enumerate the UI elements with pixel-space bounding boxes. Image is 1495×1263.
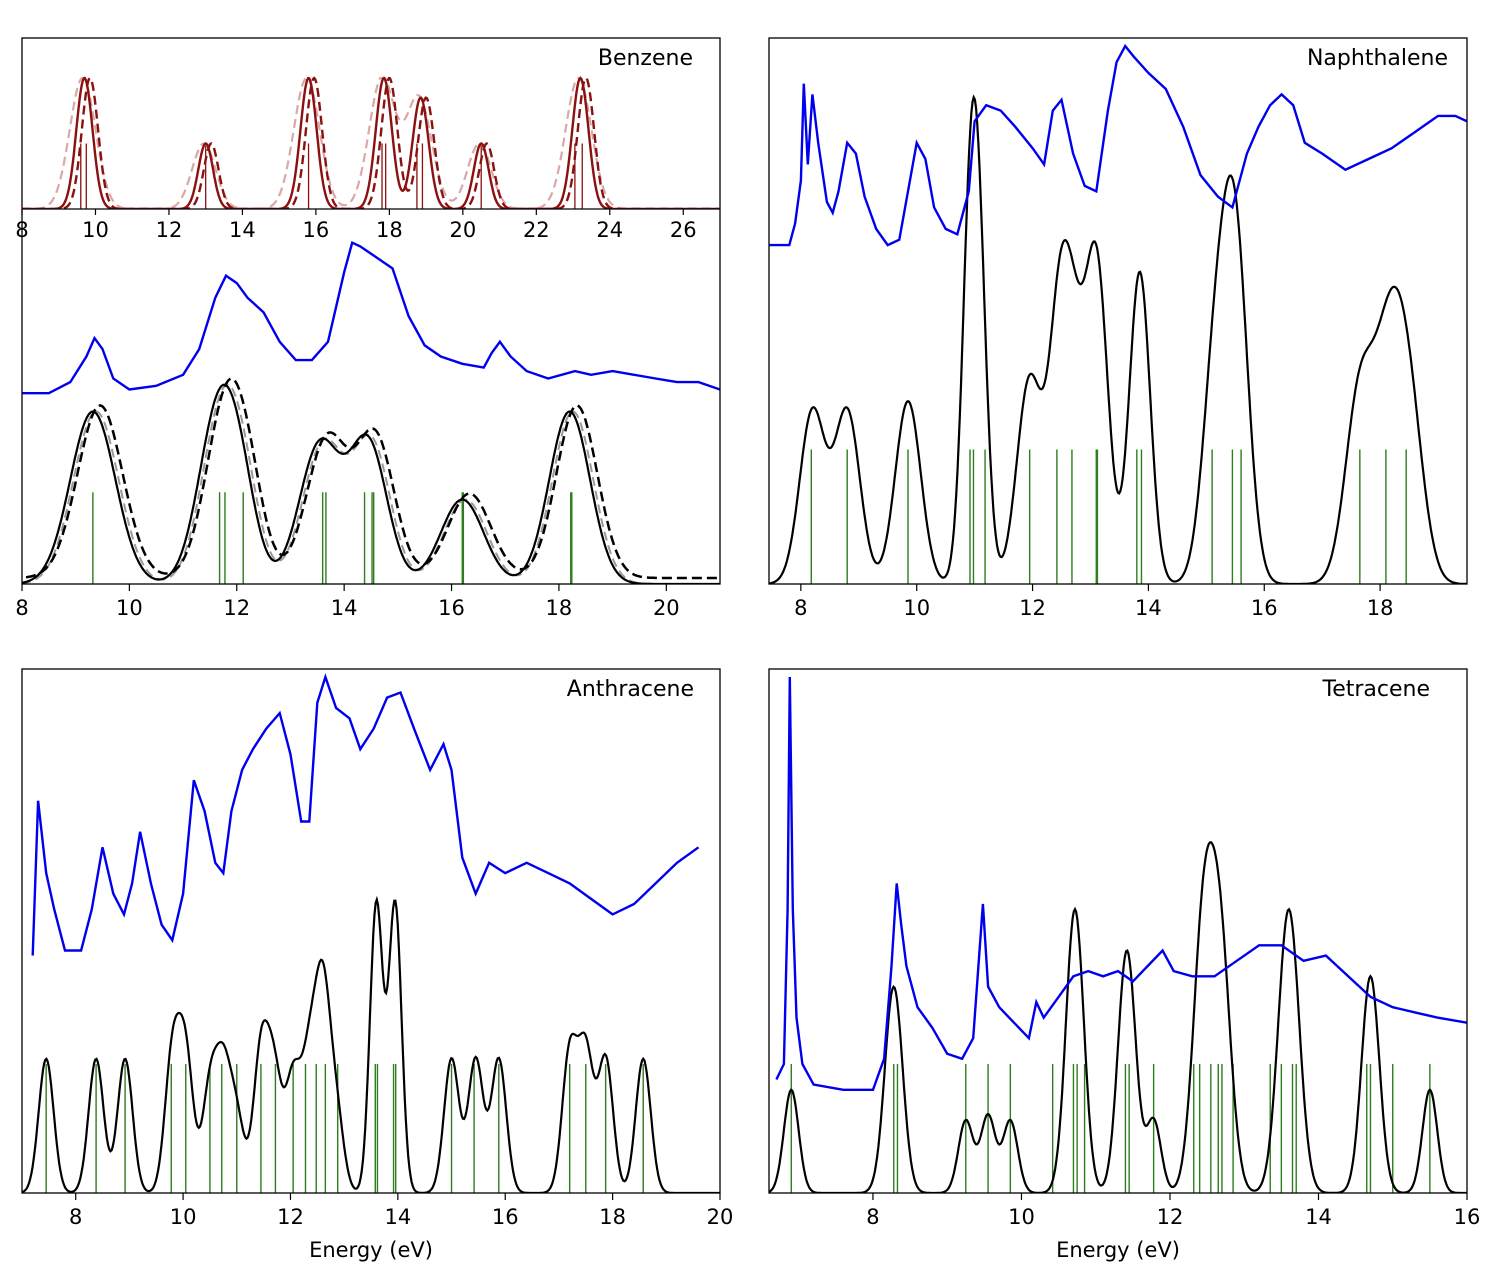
panel-1: 8 10 12 14 16 18 Naphthalene (768, 37, 1468, 620)
x-tick-label-2: 12 (223, 596, 250, 620)
inset-broad-spectrum (22, 76, 720, 209)
plot-area (22, 241, 720, 584)
computed-spectrum (22, 383, 720, 584)
experiment-spectrum-0 (769, 43, 1467, 247)
computed-spectrum-dashed (25, 377, 720, 580)
plot-area (22, 673, 720, 1193)
x-tick-label-6: 20 (653, 596, 680, 620)
inset-x-tick-label-1: 10 (82, 218, 109, 242)
computed-spectrum (769, 841, 1467, 1193)
x-tick-label-3: 14 (1135, 596, 1162, 620)
x-tick-label-2: 12 (277, 1205, 304, 1229)
inset-x-tick-label-0: 8 (15, 218, 28, 242)
inset-x-tick-label-2: 12 (156, 218, 183, 242)
inset-x-tick-label-5: 18 (376, 218, 403, 242)
x-tick-label-3: 14 (384, 1205, 411, 1229)
panel-title: Tetracene (1322, 677, 1431, 702)
x-tick-label-2: 12 (1019, 596, 1046, 620)
computed-spectrum (769, 94, 1467, 584)
axes-frame (21, 668, 721, 1194)
plot-area (769, 43, 1467, 584)
panel-title: Anthracene (567, 677, 694, 702)
x-tick-label-0: 8 (866, 1205, 879, 1229)
x-tick-label-3: 14 (1305, 1205, 1332, 1229)
axes-frame (768, 37, 1468, 585)
x-axis-label: Energy (eV) (1056, 1238, 1180, 1262)
x-axis-label: Energy (eV) (309, 1238, 433, 1262)
axes-frame (21, 37, 721, 585)
panel-3: 8 10 12 14 16 Tetracene Energy (eV) (768, 668, 1481, 1262)
inset-solid-spectrum (22, 76, 720, 209)
inset-x-tick-label-7: 22 (523, 218, 550, 242)
inset-dashed-spectrum (22, 76, 720, 209)
x-tick-label-3: 14 (331, 596, 358, 620)
x-tick-label-5: 18 (1367, 596, 1394, 620)
panel-0: 8 10 12 14 16 18 20 Benzene 8 10 12 14 16 18 20 22 24 26 (15, 37, 721, 620)
x-tick-label-4: 16 (1251, 596, 1278, 620)
x-tick-label-6: 20 (707, 1205, 734, 1229)
x-tick-label-4: 16 (1454, 1205, 1481, 1229)
x-tick-label-5: 18 (599, 1205, 626, 1229)
x-tick-label-4: 16 (492, 1205, 519, 1229)
inset-panel: 8 10 12 14 16 18 20 22 24 26 (15, 76, 720, 242)
x-tick-label-0: 8 (69, 1205, 82, 1229)
panel-title: Naphthalene (1307, 46, 1448, 71)
x-tick-label-2: 12 (1157, 1205, 1184, 1229)
x-tick-label-0: 8 (15, 596, 28, 620)
x-tick-label-1: 10 (170, 1205, 197, 1229)
inset-x-tick-label-6: 20 (449, 218, 476, 242)
experiment-spectrum-0 (775, 676, 1467, 1091)
x-tick-label-4: 16 (438, 596, 465, 620)
computed-spectrum-alt (22, 383, 720, 584)
inset-x-tick-label-9: 26 (670, 218, 697, 242)
panel-title: Benzene (598, 46, 693, 71)
x-tick-label-1: 10 (903, 596, 930, 620)
x-tick-label-1: 10 (1008, 1205, 1035, 1229)
axes-frame (768, 668, 1468, 1194)
inset-x-tick-label-3: 14 (229, 218, 256, 242)
x-tick-label-0: 8 (794, 596, 807, 620)
inset-x-tick-label-4: 16 (303, 218, 330, 242)
plot-area (769, 676, 1467, 1193)
experiment-spectrum-0 (31, 673, 700, 956)
computed-spectrum (22, 895, 720, 1193)
x-tick-label-1: 10 (116, 596, 143, 620)
inset-x-tick-label-8: 24 (596, 218, 623, 242)
panel-2: 8 10 12 14 16 18 20 Anthracene Energy (eV) (21, 668, 734, 1262)
experiment-spectrum-0 (22, 241, 720, 395)
x-tick-label-5: 18 (546, 596, 573, 620)
